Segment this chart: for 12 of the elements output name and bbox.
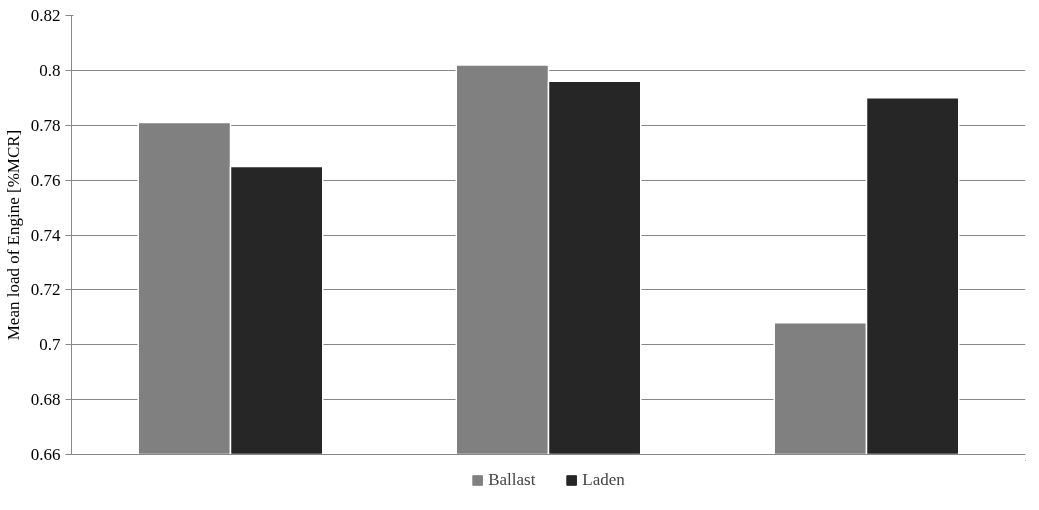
y-tick-label: 0.7: [39, 335, 61, 355]
y-tick-label: 0.74: [30, 225, 61, 245]
legend-label: Laden: [582, 470, 625, 490]
y-tick-label: 0.72: [30, 280, 61, 300]
y-tick-label: 0.66: [30, 445, 61, 464]
y-tick-label: 0.76: [30, 170, 61, 190]
y-tick-label: 0.82: [30, 6, 61, 25]
legend-label: Ballast: [488, 470, 536, 490]
y-tick-label: 0.78: [30, 115, 61, 135]
y-tick-label: 0.8: [39, 60, 61, 80]
y-axis-title: Mean load of Engine [%MCR]: [3, 129, 23, 341]
y-tick-label: 0.68: [30, 390, 61, 410]
